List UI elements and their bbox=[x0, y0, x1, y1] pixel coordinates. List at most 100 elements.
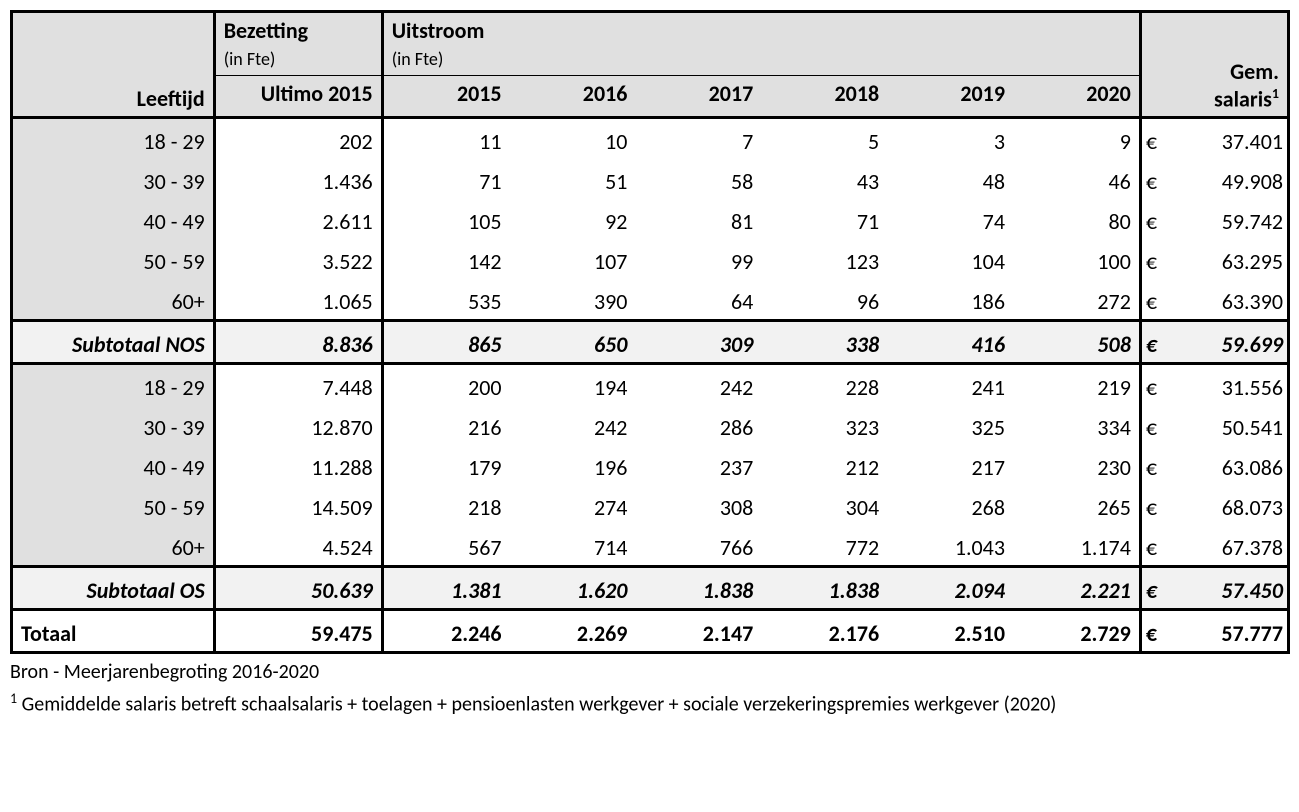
year-cell: 265 bbox=[1013, 485, 1140, 525]
subtotal-os-salary: €57.450 bbox=[1140, 567, 1288, 610]
year-cell: 64 bbox=[635, 279, 761, 321]
year-cell: 99 bbox=[635, 239, 761, 279]
header-year-2015: 2015 bbox=[382, 76, 509, 118]
header-bezetting-label: Bezetting bbox=[224, 17, 308, 44]
salary-cell: €68.073 bbox=[1140, 485, 1288, 525]
year-cell: 242 bbox=[510, 405, 636, 445]
salary-cell: €49.908 bbox=[1140, 159, 1288, 199]
year-cell: 216 bbox=[382, 405, 509, 445]
year-cell: 96 bbox=[761, 279, 887, 321]
total-label: Totaal bbox=[12, 610, 215, 653]
bezetting-cell: 14.509 bbox=[214, 485, 382, 525]
age-cell: 30 - 39 bbox=[12, 405, 215, 445]
age-cell: 40 - 49 bbox=[12, 445, 215, 485]
year-cell: 81 bbox=[635, 199, 761, 239]
year-cell: 219 bbox=[1013, 364, 1140, 406]
year-cell: 325 bbox=[887, 405, 1013, 445]
year-cell: 5 bbox=[761, 118, 887, 160]
bezetting-cell: 202 bbox=[214, 118, 382, 160]
year-cell: 567 bbox=[382, 525, 509, 567]
year-cell: 228 bbox=[761, 364, 887, 406]
header-ultimo: Ultimo 2015 bbox=[214, 76, 382, 118]
source-line: Bron - Meerjarenbegroting 2016-2020 bbox=[10, 660, 1289, 684]
salary-cell: €50.541 bbox=[1140, 405, 1288, 445]
year-cell: 7 bbox=[635, 118, 761, 160]
salary-cell: €67.378 bbox=[1140, 525, 1288, 567]
table-row: 40 - 4911.288179196237212217230€63.086 bbox=[12, 445, 1289, 485]
header-leeftijd: Leeftijd bbox=[12, 12, 215, 118]
header-salary: Gem. salaris1 bbox=[1140, 12, 1288, 118]
bezetting-cell: 1.065 bbox=[214, 279, 382, 321]
table-row: 40 - 492.6111059281717480€59.742 bbox=[12, 199, 1289, 239]
year-cell: 71 bbox=[761, 199, 887, 239]
year-cell: 334 bbox=[1013, 405, 1140, 445]
age-cell: 50 - 59 bbox=[12, 485, 215, 525]
year-cell: 48 bbox=[887, 159, 1013, 199]
bezetting-cell: 12.870 bbox=[214, 405, 382, 445]
year-cell: 71 bbox=[382, 159, 509, 199]
year-cell: 323 bbox=[761, 405, 887, 445]
salary-cell: €59.742 bbox=[1140, 199, 1288, 239]
total-row: Totaal 59.475 2.246 2.269 2.147 2.176 2.… bbox=[12, 610, 1289, 653]
table-row: 60+4.5245677147667721.0431.174€67.378 bbox=[12, 525, 1289, 567]
year-cell: 274 bbox=[510, 485, 636, 525]
year-cell: 212 bbox=[761, 445, 887, 485]
year-cell: 766 bbox=[635, 525, 761, 567]
table-row: 18 - 2920211107539€37.401 bbox=[12, 118, 1289, 160]
year-cell: 200 bbox=[382, 364, 509, 406]
year-cell: 11 bbox=[382, 118, 509, 160]
year-cell: 43 bbox=[761, 159, 887, 199]
salary-cell: €63.390 bbox=[1140, 279, 1288, 321]
year-cell: 3 bbox=[887, 118, 1013, 160]
year-cell: 218 bbox=[382, 485, 509, 525]
header-year-2020: 2020 bbox=[1013, 76, 1140, 118]
bezetting-cell: 2.611 bbox=[214, 199, 382, 239]
year-cell: 104 bbox=[887, 239, 1013, 279]
year-cell: 196 bbox=[510, 445, 636, 485]
bezetting-cell: 7.448 bbox=[214, 364, 382, 406]
year-cell: 286 bbox=[635, 405, 761, 445]
subtotal-nos: Subtotaal NOS 8.836 865 650 309 338 416 … bbox=[12, 321, 1289, 364]
year-cell: 186 bbox=[887, 279, 1013, 321]
bezetting-cell: 4.524 bbox=[214, 525, 382, 567]
footnote-line: 1 Gemiddelde salaris betreft schaalsalar… bbox=[10, 690, 1289, 717]
year-cell: 772 bbox=[761, 525, 887, 567]
salary-cell: €31.556 bbox=[1140, 364, 1288, 406]
table-row: 50 - 593.52214210799123104100€63.295 bbox=[12, 239, 1289, 279]
header-bezetting: Bezetting (in Fte) bbox=[214, 12, 382, 76]
year-cell: 92 bbox=[510, 199, 636, 239]
year-cell: 1.174 bbox=[1013, 525, 1140, 567]
header-year-2016: 2016 bbox=[510, 76, 636, 118]
header-uitstroom: Uitstroom (in Fte) bbox=[382, 12, 1140, 76]
header-bezetting-sub: (in Fte) bbox=[224, 48, 276, 70]
year-cell: 230 bbox=[1013, 445, 1140, 485]
salary-cell: €37.401 bbox=[1140, 118, 1288, 160]
year-cell: 80 bbox=[1013, 199, 1140, 239]
year-cell: 194 bbox=[510, 364, 636, 406]
salary-cell: €63.086 bbox=[1140, 445, 1288, 485]
year-cell: 58 bbox=[635, 159, 761, 199]
year-cell: 100 bbox=[1013, 239, 1140, 279]
year-cell: 123 bbox=[761, 239, 887, 279]
bezetting-cell: 11.288 bbox=[214, 445, 382, 485]
year-cell: 105 bbox=[382, 199, 509, 239]
subtotal-nos-label: Subtotaal NOS bbox=[12, 321, 215, 364]
workforce-table: Leeftijd Bezetting (in Fte) Uitstroom (i… bbox=[10, 10, 1290, 654]
age-cell: 18 - 29 bbox=[12, 118, 215, 160]
year-cell: 142 bbox=[382, 239, 509, 279]
year-cell: 268 bbox=[887, 485, 1013, 525]
subtotal-nos-bezetting: 8.836 bbox=[214, 321, 382, 364]
year-cell: 304 bbox=[761, 485, 887, 525]
year-cell: 9 bbox=[1013, 118, 1140, 160]
year-cell: 714 bbox=[510, 525, 636, 567]
year-cell: 237 bbox=[635, 445, 761, 485]
header-year-2017: 2017 bbox=[635, 76, 761, 118]
year-cell: 242 bbox=[635, 364, 761, 406]
salary-cell: €63.295 bbox=[1140, 239, 1288, 279]
age-cell: 30 - 39 bbox=[12, 159, 215, 199]
subtotal-nos-salary: €59.699 bbox=[1140, 321, 1288, 364]
bezetting-cell: 3.522 bbox=[214, 239, 382, 279]
year-cell: 179 bbox=[382, 445, 509, 485]
year-cell: 46 bbox=[1013, 159, 1140, 199]
age-cell: 50 - 59 bbox=[12, 239, 215, 279]
